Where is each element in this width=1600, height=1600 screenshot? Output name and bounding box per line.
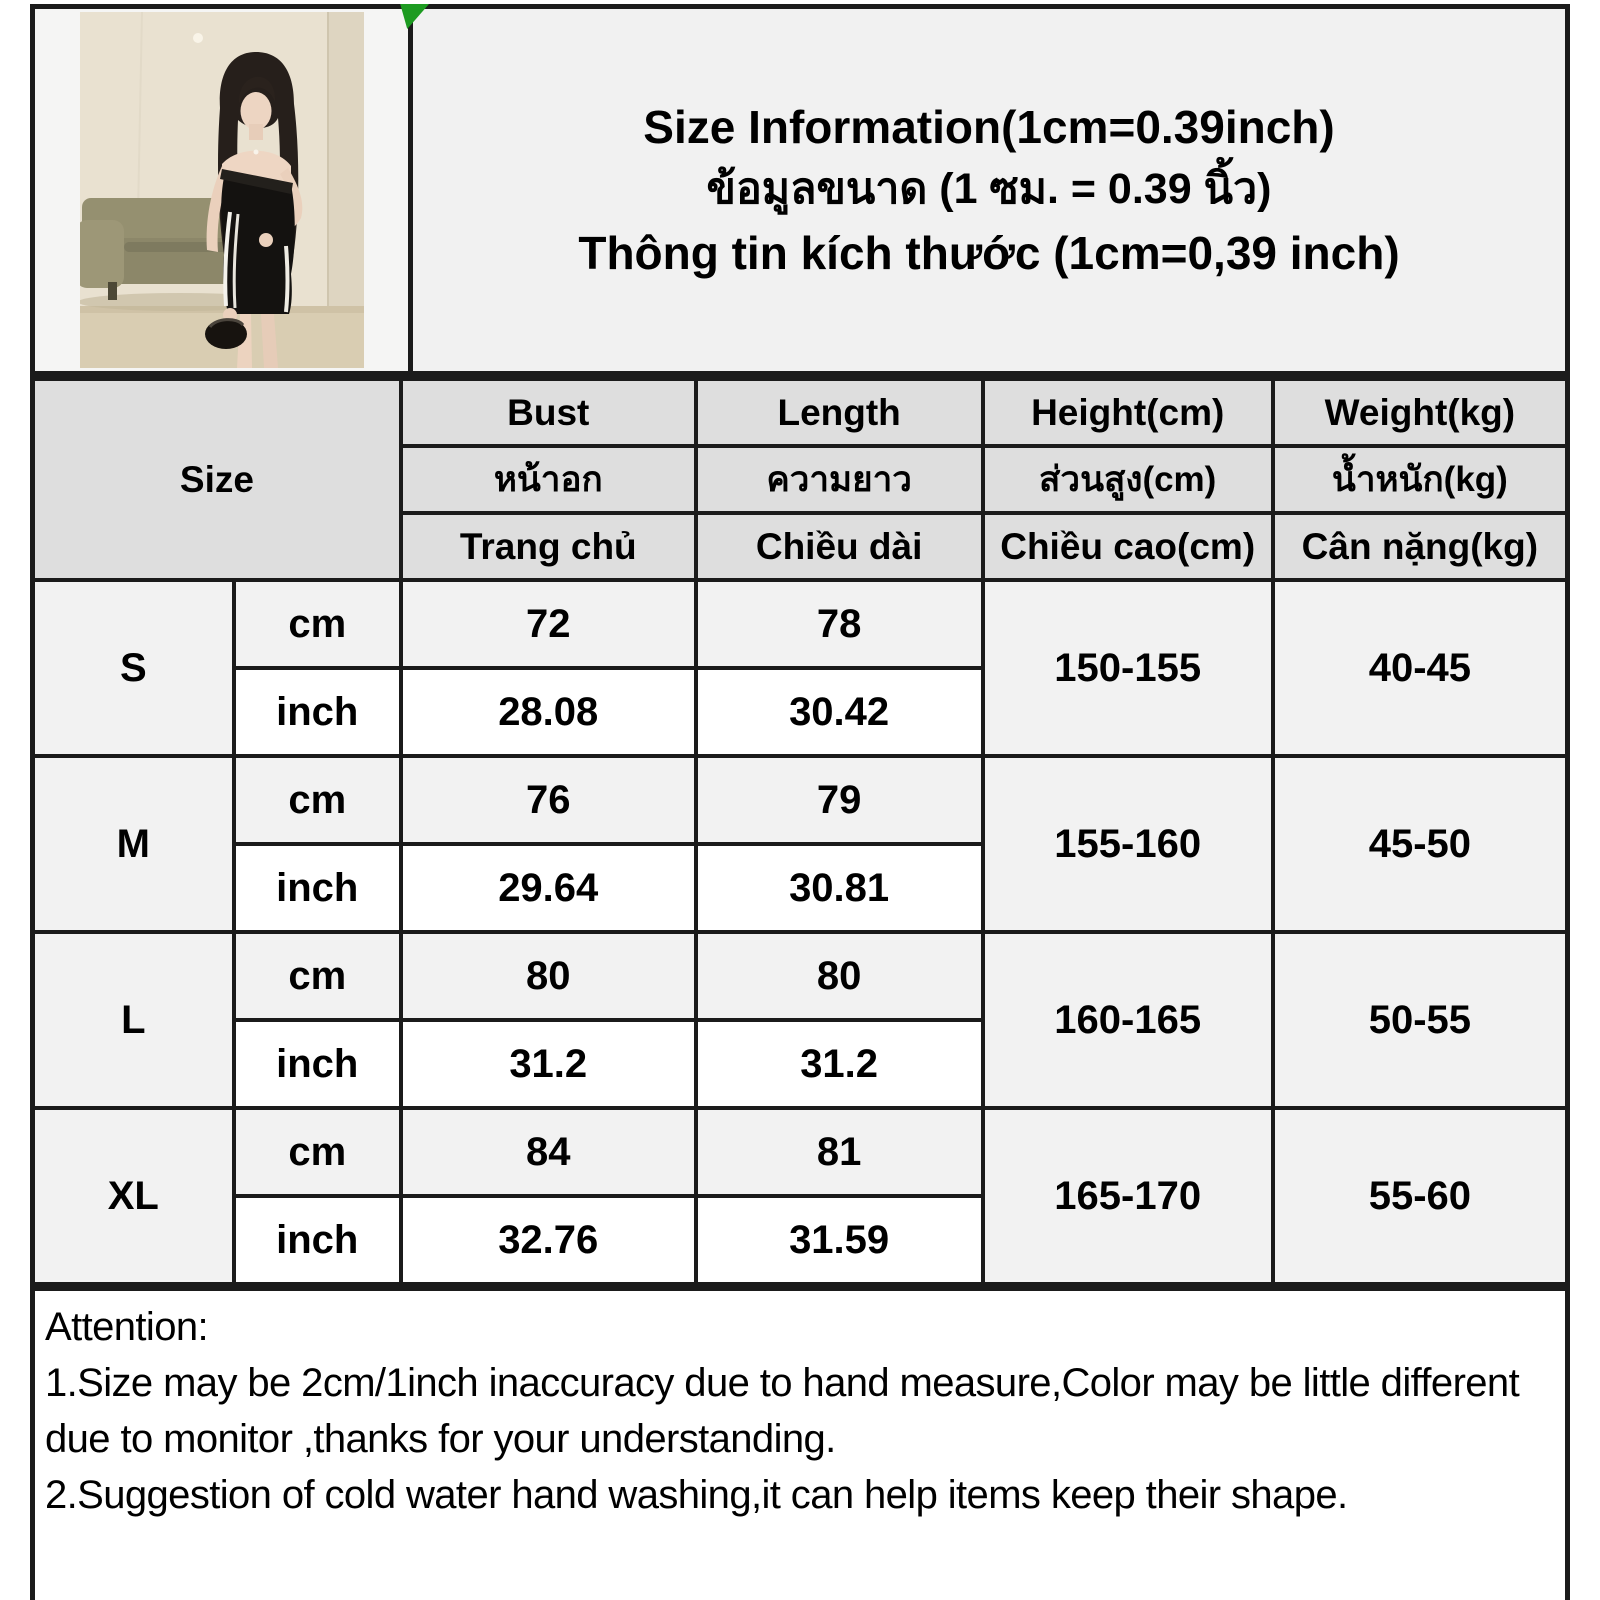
length-cm-value: 79 (693, 754, 985, 846)
weight-range-cell: 55-60 (1270, 1106, 1570, 1287)
col-header-weight-vi: Cân nặng(kg) (1270, 511, 1570, 582)
size-cell-s: S (30, 578, 236, 758)
bust-cm-value: 80 (398, 930, 698, 1022)
height-range-cell: 160-165 (980, 930, 1275, 1110)
weight-range-cell: 45-50 (1270, 754, 1570, 934)
unit-cm-cell: cm (231, 754, 403, 846)
length-cm-value: 78 (693, 578, 985, 670)
bust-cm-value: 72 (398, 578, 698, 670)
size-cell-xl: XL (30, 1106, 236, 1287)
weight-range-cell: 40-45 (1270, 578, 1570, 758)
height-range-cell: 165-170 (980, 1106, 1275, 1287)
header-row-en: Size Bust Length Height(cm) Weight(kg) (30, 376, 1570, 582)
row-xl-cm: XL cm 84 81 165-170 55-60 (30, 1106, 1570, 1287)
unit-cm-cell: cm (231, 1106, 403, 1198)
col-header-length-th: ความยาว (693, 444, 985, 515)
row-s-inch: inch 28.08 30.42 (33, 666, 1568, 758)
bust-inch-value: 32.76 (398, 1194, 698, 1287)
col-header-height-vi: Chiều cao(cm) (980, 511, 1275, 582)
attention-line-2: 2.Suggestion of cold water hand washing,… (45, 1473, 1348, 1517)
unit-cm-cell: cm (231, 930, 403, 1022)
row-m-cm: M cm 76 79 155-160 45-50 (30, 754, 1570, 934)
unit-inch-cell: inch (231, 1194, 403, 1287)
attention-title: Attention: (45, 1305, 209, 1349)
header-row-vi: Trang chủ Chiều dài Chiều cao(cm) Cân nặ… (33, 511, 1570, 582)
col-header-length: Length (693, 376, 985, 448)
size-header-cell: Size (30, 376, 403, 582)
length-inch-value: 30.81 (693, 842, 985, 934)
row-m-inch: inch 29.64 30.81 (33, 842, 1568, 934)
col-header-weight: Weight(kg) (1270, 376, 1570, 448)
size-table: Size Bust Length Height(cm) Weight(kg) ห… (30, 376, 1570, 1287)
height-range-cell: 150-155 (980, 578, 1275, 758)
row-s-cm: S cm 72 78 150-155 40-45 (30, 578, 1570, 758)
size-chart-content: Size Information(1cm=0.39inch) ข้อมูลขนา… (30, 4, 1570, 1600)
col-header-bust-vi: Trang chủ (398, 511, 698, 582)
length-inch-value: 31.2 (693, 1018, 985, 1110)
col-header-height: Height(cm) (980, 376, 1275, 448)
bust-inch-value: 31.2 (398, 1018, 698, 1110)
bust-cm-value: 76 (398, 754, 698, 846)
col-header-bust: Bust (398, 376, 698, 448)
attention-line-1: 1.Size may be 2cm/1inch inaccuracy due t… (45, 1361, 1520, 1461)
size-cell-m: M (30, 754, 236, 934)
top-section: Size Information(1cm=0.39inch) ข้อมูลขนา… (30, 4, 1570, 376)
unit-inch-cell: inch (231, 666, 403, 758)
unit-cm-cell: cm (231, 578, 403, 670)
row-xl-inch: inch 32.76 31.59 (33, 1194, 1568, 1287)
length-inch-value: 31.59 (693, 1194, 985, 1287)
header-row-th: หน้าอก ความยาว ส่วนสูง(cm) น้ำหนัก(kg) (33, 444, 1570, 515)
height-range-cell: 155-160 (980, 754, 1275, 934)
length-cm-value: 81 (693, 1106, 985, 1198)
length-inch-value: 30.42 (693, 666, 985, 758)
size-cell-l: L (30, 930, 236, 1110)
bust-inch-value: 29.64 (398, 842, 698, 934)
row-l-inch: inch 31.2 31.2 (33, 1018, 1568, 1110)
col-header-bust-th: หน้าอก (398, 444, 698, 515)
title-thai: ข้อมูลขนาด (1 ซม. = 0.39 นิ้ว) (706, 165, 1272, 214)
bust-cm-value: 84 (398, 1106, 698, 1198)
title-block: Size Information(1cm=0.39inch) ข้อมูลขนา… (413, 9, 1565, 371)
title-vietnamese: Thông tin kích thước (1cm=0,39 inch) (578, 226, 1400, 279)
attention-notes: Attention: 1.Size may be 2cm/1inch inacc… (30, 1286, 1570, 1600)
length-cm-value: 80 (693, 930, 985, 1022)
title-english: Size Information(1cm=0.39inch) (643, 101, 1335, 154)
product-photo-cell (35, 9, 413, 371)
unit-inch-cell: inch (231, 1018, 403, 1110)
product-photo (79, 12, 364, 368)
row-l-cm: L cm 80 80 160-165 50-55 (30, 930, 1570, 1110)
col-header-length-vi: Chiều dài (693, 511, 985, 582)
col-header-height-th: ส่วนสูง(cm) (980, 444, 1275, 515)
bust-inch-value: 28.08 (398, 666, 698, 758)
col-header-weight-th: น้ำหนัก(kg) (1270, 444, 1570, 515)
weight-range-cell: 50-55 (1270, 930, 1570, 1110)
unit-inch-cell: inch (231, 842, 403, 934)
